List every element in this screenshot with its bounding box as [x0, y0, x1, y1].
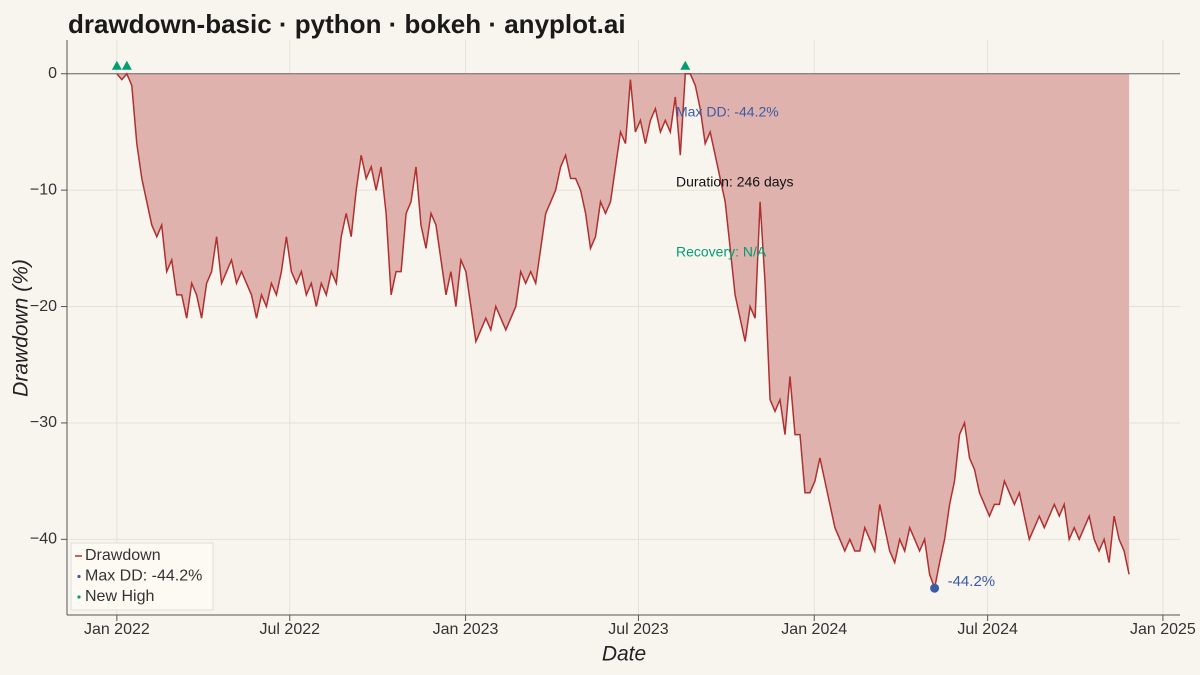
max-dd-label: -44.2% — [948, 573, 996, 590]
drawdown-area — [116, 73, 1130, 589]
x-axis-label: Date — [602, 643, 646, 666]
new-high-marker — [680, 60, 691, 70]
y-axis-label: Drawdown (%) — [10, 259, 33, 397]
x-tick-label: Jan 2022 — [84, 621, 150, 638]
chart-title: drawdown-basic · python · bokeh · anyplo… — [68, 9, 626, 39]
annotation: Duration: 246 days — [676, 174, 794, 190]
y-tick-label: −40 — [30, 531, 57, 548]
x-tick-label: Jan 2025 — [1130, 621, 1196, 638]
new-high-marker — [121, 60, 132, 70]
x-tick-label: Jul 2022 — [260, 621, 321, 638]
x-tick-label: Jul 2023 — [608, 621, 669, 638]
legend-swatch — [77, 574, 81, 579]
annotation: Recovery: N/A — [676, 244, 767, 260]
y-tick-label: −10 — [30, 181, 57, 198]
drawdown-line — [116, 72, 1130, 592]
y-tick-label: −30 — [30, 414, 57, 431]
legend-swatch — [77, 595, 81, 599]
x-tick-label: Jan 2023 — [433, 621, 499, 638]
x-tick-label: Jul 2024 — [957, 621, 1018, 638]
y-tick-label: −20 — [30, 298, 57, 315]
new-high-marker — [111, 60, 122, 70]
legend-label: New High — [85, 588, 154, 605]
legend-label: Drawdown — [85, 547, 161, 564]
y-tick-label: 0 — [48, 65, 57, 82]
legend-label: Max DD: -44.2% — [85, 568, 202, 585]
legend-box — [70, 542, 214, 611]
max-dd-marker — [930, 583, 940, 593]
annotation: Max DD: -44.2% — [676, 104, 779, 120]
x-tick-label: Jan 2024 — [781, 621, 847, 638]
